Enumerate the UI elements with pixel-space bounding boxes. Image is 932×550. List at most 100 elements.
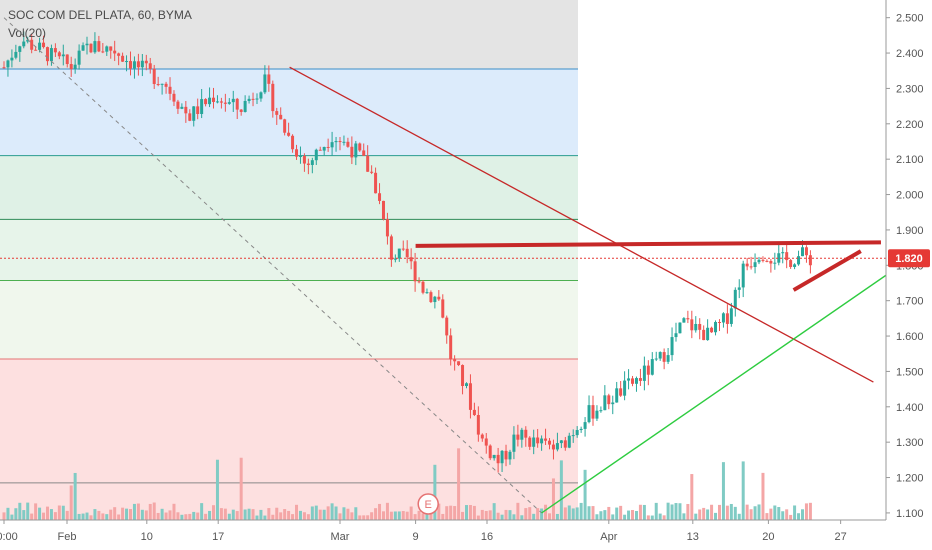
candle-body — [480, 434, 484, 439]
candle-body — [706, 327, 710, 341]
volume-bar — [227, 513, 231, 520]
volume-bar — [646, 515, 650, 520]
volume-bar — [445, 506, 449, 520]
diagonal-dashed-trendline[interactable] — [3, 17, 542, 514]
resistance-line[interactable] — [415, 240, 881, 248]
volume-bar — [338, 513, 342, 520]
candle-body — [132, 61, 136, 69]
volume-bar — [769, 508, 773, 520]
volume-bar — [247, 508, 251, 520]
volume-bar — [464, 505, 468, 520]
volume-bar — [698, 509, 702, 520]
candle-body — [168, 86, 172, 94]
volume-bar — [168, 510, 172, 520]
volume-bar — [34, 503, 38, 520]
volume-bar — [358, 515, 362, 520]
candle-body — [453, 359, 457, 362]
candle-body — [516, 434, 520, 440]
volume-bar — [559, 460, 563, 520]
candle-body — [342, 141, 346, 143]
candle-body — [298, 155, 302, 157]
last-price-tag — [888, 249, 930, 268]
volume-bar — [77, 513, 81, 520]
candle-body — [358, 143, 362, 151]
volume-bar — [599, 511, 603, 520]
candle-body — [457, 361, 461, 366]
volume-bar — [267, 508, 271, 520]
candle-body — [49, 48, 53, 62]
candle-body — [769, 261, 773, 264]
descending-trendline[interactable] — [289, 66, 874, 383]
candle-body — [500, 450, 504, 464]
volume-bar — [409, 506, 413, 520]
candle-body — [579, 428, 583, 431]
candle-body — [721, 313, 725, 323]
volume-bar — [433, 464, 437, 520]
candle-body — [405, 248, 409, 258]
volume-bar — [200, 503, 204, 520]
candle-body — [698, 323, 702, 330]
candle-body — [425, 292, 429, 294]
volume-bar — [188, 513, 192, 520]
candle-body — [571, 435, 575, 437]
candle-body — [97, 41, 101, 52]
candle-body — [314, 149, 318, 161]
volume-bar — [85, 512, 89, 520]
candle-body — [156, 84, 160, 86]
volume-bar — [595, 514, 599, 520]
volume-bar — [694, 513, 698, 520]
candle-body — [607, 395, 611, 405]
volume-bar — [662, 515, 666, 520]
candle-body — [101, 51, 105, 53]
candle-body — [658, 352, 662, 359]
candle-body — [310, 160, 314, 165]
candle-body — [623, 380, 627, 396]
volume-bar — [583, 469, 587, 520]
candle-body — [362, 150, 366, 156]
fib-zone — [0, 155, 578, 220]
volume-bar — [789, 514, 793, 520]
candle-body — [638, 378, 642, 381]
volume-bar — [619, 505, 623, 520]
candle-body — [417, 281, 421, 283]
candle-body — [117, 53, 121, 56]
y-tick-label: 1.500 — [896, 366, 924, 378]
trend-lines[interactable]: E — [0, 17, 891, 515]
candle-body — [765, 260, 769, 262]
ascending-trendline[interactable] — [541, 271, 891, 514]
volume-bar — [642, 504, 646, 520]
volume-bar — [808, 502, 812, 520]
volume-bar — [152, 502, 156, 520]
candle-body — [192, 106, 196, 121]
rising-support-line[interactable] — [792, 249, 862, 292]
candle-body — [733, 289, 737, 309]
volume-bar — [322, 509, 326, 520]
candle-body — [378, 193, 382, 201]
candle-body — [366, 155, 370, 172]
volume-bar — [291, 514, 295, 520]
candle-body — [761, 259, 765, 261]
volume-bar — [314, 505, 318, 520]
volume-bar — [421, 513, 425, 520]
volume-bar — [18, 502, 22, 520]
candle-body — [804, 247, 808, 256]
candle-body — [200, 99, 204, 114]
volume-bar — [753, 506, 757, 520]
candle-body — [690, 319, 694, 331]
volume-bar — [69, 485, 73, 520]
x-tick-label: Apr — [600, 531, 617, 543]
volume-bar — [45, 506, 49, 520]
earnings-marker[interactable] — [417, 493, 439, 515]
volume-bar — [61, 505, 65, 520]
candle-body — [188, 113, 192, 121]
volume-bar — [381, 511, 385, 520]
candle-body — [599, 410, 603, 412]
volume-bar — [737, 513, 741, 520]
volume-bar — [793, 505, 797, 520]
volume-bar — [516, 502, 520, 520]
candle-body — [204, 99, 208, 105]
volume-bar — [164, 512, 168, 520]
volume-bar — [298, 510, 302, 520]
volume-bar — [22, 510, 26, 520]
